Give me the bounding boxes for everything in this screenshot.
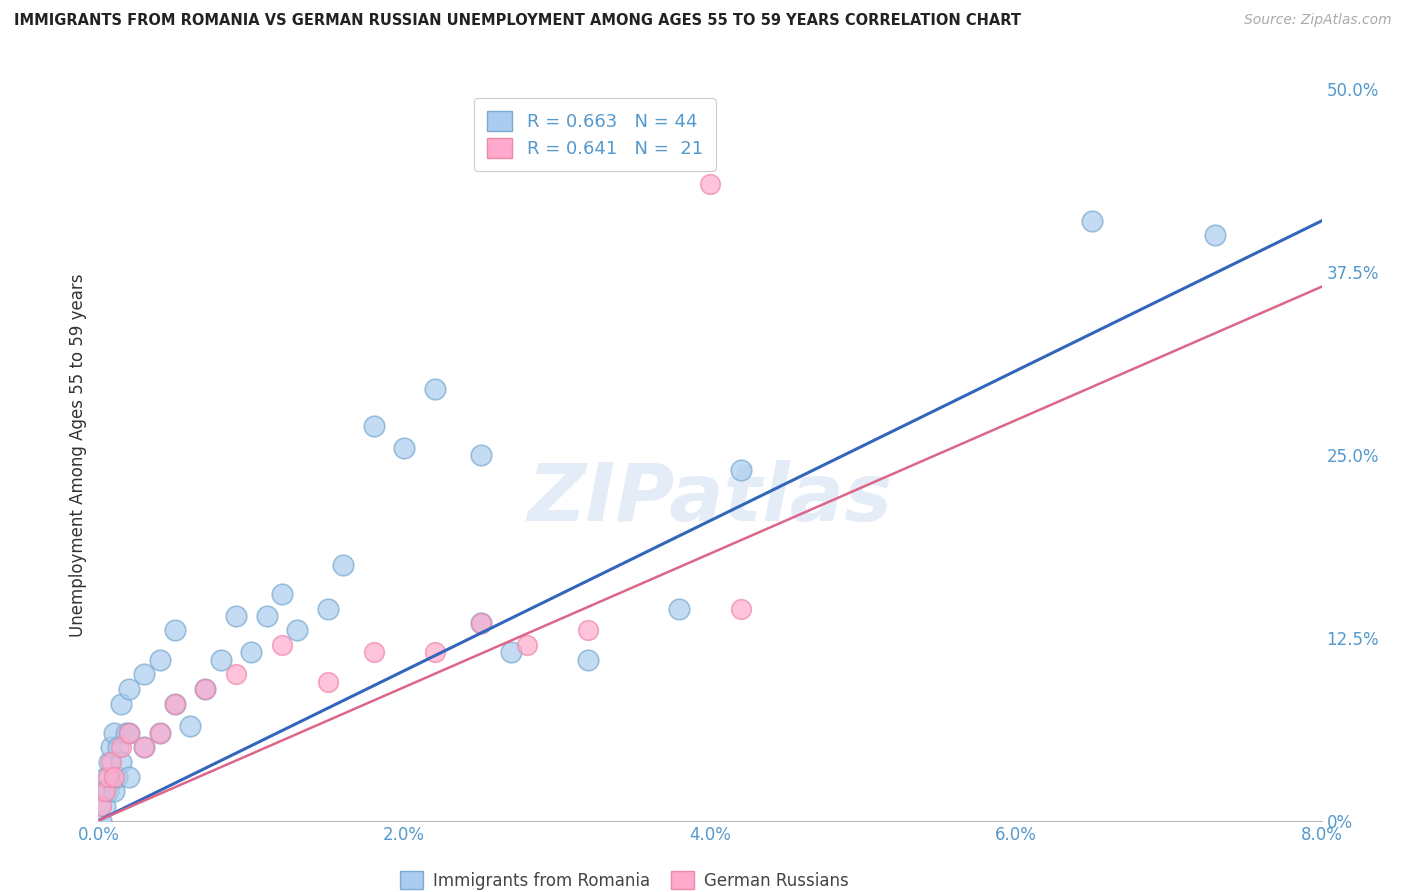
Point [100,755,122,769]
Point [94,770,117,784]
Point [149,726,172,740]
Point [134,667,156,681]
Text: IMMIGRANTS FROM ROMANIA VS GERMAN RUSSIAN UNEMPLOYMENT AMONG AGES 55 TO 59 YEARS: IMMIGRANTS FROM ROMANIA VS GERMAN RUSSIA… [14,13,1021,29]
Point [118,770,141,784]
Point [91,784,114,798]
Point [163,697,186,711]
Point [470,616,492,631]
Point [209,653,232,667]
Point [118,726,141,740]
Point [392,441,416,455]
Point [225,608,247,623]
Point [97,770,120,784]
Text: Source: ZipAtlas.com: Source: ZipAtlas.com [1244,13,1392,28]
Point [149,653,172,667]
Point [270,587,294,601]
Point [730,462,752,476]
Point [105,770,128,784]
Point [97,784,120,798]
Point [163,697,186,711]
Point [668,601,690,615]
Legend: Immigrants from Romania, German Russians: Immigrants from Romania, German Russians [394,864,855,892]
Text: ZIPatlas: ZIPatlas [527,459,893,538]
Point [516,638,538,652]
Point [118,681,141,696]
Point [103,784,125,798]
Point [90,799,112,814]
Point [103,770,125,784]
Point [93,784,115,798]
Point [363,418,385,433]
Point [1204,228,1226,243]
Point [194,681,217,696]
Point [1081,214,1104,228]
Point [163,624,186,638]
Point [285,624,308,638]
Point [225,667,247,681]
Point [316,674,339,689]
Point [576,624,599,638]
Point [423,645,446,659]
Point [470,448,492,462]
Y-axis label: Unemployment Among Ages 55 to 59 years: Unemployment Among Ages 55 to 59 years [69,273,87,637]
Point [316,601,339,615]
Point [470,616,492,631]
Point [363,645,385,659]
Point [115,726,138,740]
Point [332,558,354,572]
Point [100,740,122,755]
Point [98,755,121,769]
Point [179,718,201,732]
Point [103,726,125,740]
Point [730,601,752,615]
Point [110,740,132,755]
Point [93,799,115,814]
Point [134,740,156,755]
Point [110,697,132,711]
Point [501,645,523,659]
Point [240,645,263,659]
Point [110,755,132,769]
Point [423,382,446,396]
Point [699,178,721,192]
Point [194,681,217,696]
Point [576,653,599,667]
Point [149,726,172,740]
Point [256,608,278,623]
Point [118,726,141,740]
Point [90,814,112,828]
Point [134,740,156,755]
Point [107,740,129,755]
Point [270,638,294,652]
